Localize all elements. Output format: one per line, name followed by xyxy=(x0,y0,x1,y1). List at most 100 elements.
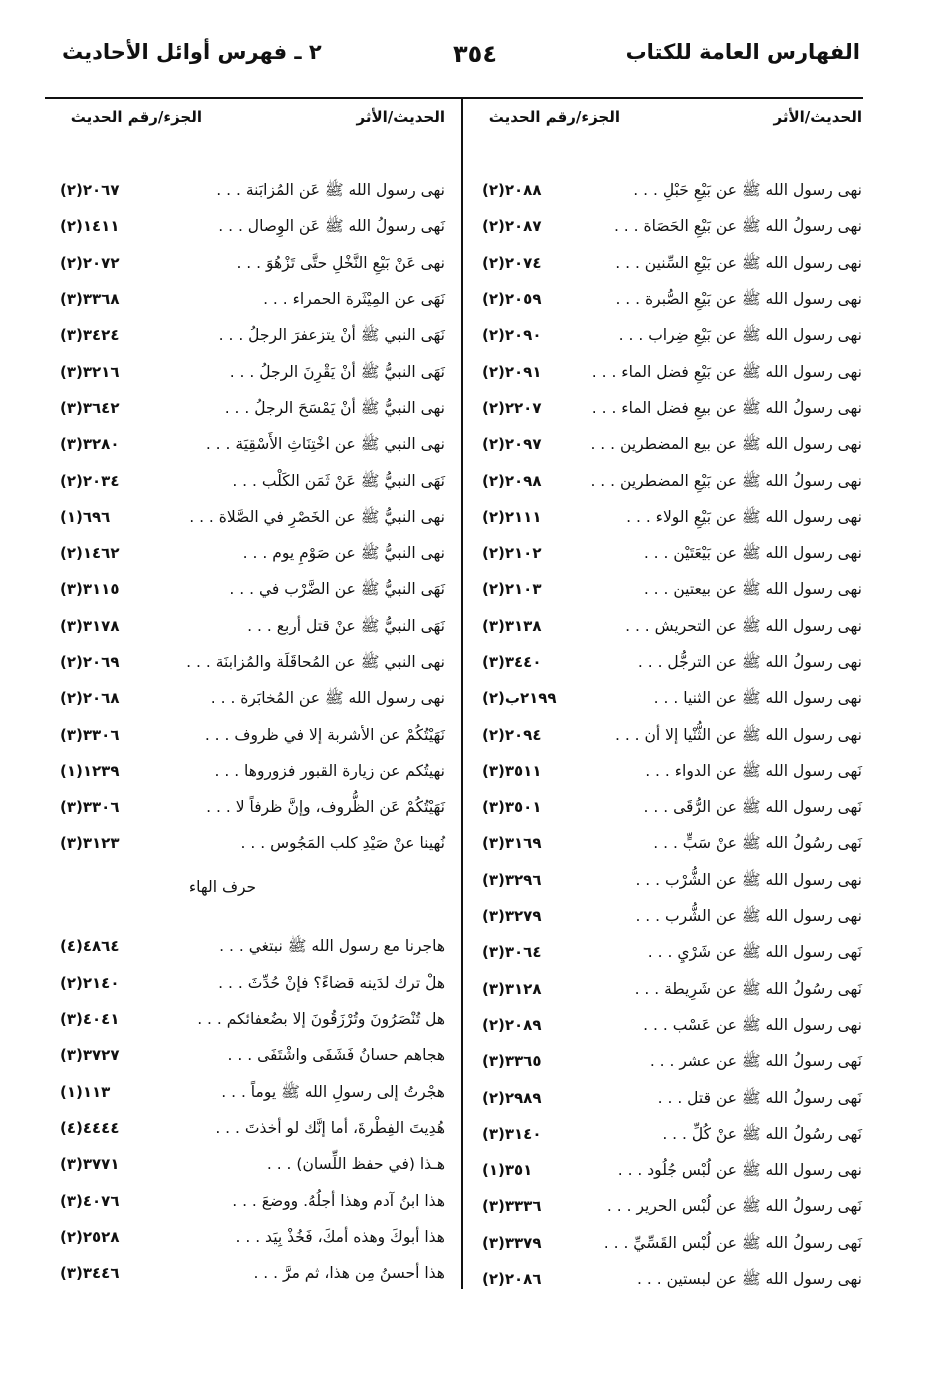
index-entry: نَهَى النبيُّ ﷺ عَنْ ثَمَن الكَلْب . . .… xyxy=(60,462,445,498)
hadith-text: نهى رسول الله ﷺ عن الثنيا . . . xyxy=(653,689,862,708)
hadith-text: نهى رسولُ الله ﷺ عن بَيْعِ الحَصَاة . . … xyxy=(613,217,862,236)
index-entry: هجْرتُ إلى رسولِ الله ﷺ يوماً . . . ١١٣(١… xyxy=(60,1074,445,1110)
right-column: نهى رسول الله ﷺ عن بَيْعِ حَبْلِ . . . ٢٠… xyxy=(482,172,862,1297)
index-entry: نَهَى النبيُّ ﷺ عن الضَّرْب في . . . ٣١١٥… xyxy=(60,571,445,607)
index-entry: نُهينا عنْ صَيْدِ كلب المَجُوس . . . ٣١٢٣… xyxy=(60,825,445,861)
hadith-text: هاجرنا مع رسول الله ﷺ نبتغي . . . xyxy=(219,937,445,956)
index-entry: نهى رسول الله ﷺ عن بَيْعِ ضِراب . . . ٢٠٩… xyxy=(482,317,862,353)
index-entry: نَهى رسولُ الله ﷺ عن قتل . . . ٢٩٨٩(٢) xyxy=(482,1079,862,1115)
index-entry: نهى رسولُ الله ﷺ عن بَيْعِ الحَصَاة . . … xyxy=(482,208,862,244)
volume-hadith-number: ٣١٤٠(٣) xyxy=(482,1124,542,1143)
section-heading: حرف الهاء xyxy=(188,877,257,896)
volume-hadith-number: ٢٠٨٨(٢) xyxy=(482,181,542,200)
volume-hadith-number: ٢٠٩٠(٢) xyxy=(482,326,542,345)
volume-hadith-number: ٣٣٠٦(٣) xyxy=(60,798,120,817)
hadith-text: هذا أبوكَ وهذه أمكَ، فَخُذْ بِيَد . . . xyxy=(235,1227,446,1246)
index-entry: نهى رسول الله ﷺ عن بَيْعِ الولاء . . . ٢١… xyxy=(482,499,862,535)
index-entry: نهى النبي ﷺ عن اخْتِنَاثِ الأَسْقِيَة . … xyxy=(60,426,445,462)
hadith-text: نهى رسولُ الله ﷺ عن الترجُّل . . . xyxy=(637,653,862,671)
volume-hadith-number: ٢٠٩١(٢) xyxy=(482,362,542,381)
index-entry: نهى النبيُّ ﷺ عن صَوْمِ يوم . . . ١٤٦٢(٢) xyxy=(60,535,445,571)
volume-hadith-number: ٣٣٠٦(٣) xyxy=(60,725,120,744)
hadith-text: نَهى رسولُ الله ﷺ عن عشر . . . xyxy=(649,1052,862,1071)
volume-hadith-number: ٢٠٧٤(٢) xyxy=(482,253,542,272)
hadith-text: نَهَى النبيُّ ﷺ عنْ قتل أربع . . . xyxy=(247,616,445,635)
hadith-text: نهى النبيُّ ﷺ أنْ يَمْسَحَ الرجلُ . . . xyxy=(224,398,445,417)
index-entry: نهى رسول الله ﷺ عن بَيْعِ فضل الماء . . … xyxy=(482,353,862,389)
index-entry: نهى النبيُّ ﷺ أنْ يَمْسَحَ الرجلُ . . . ٣… xyxy=(60,390,445,426)
volume-hadith-number: ٢٠٦٩(٢) xyxy=(60,653,120,671)
hadith-text: هل تُنْصَرُونَ وتُرْزَقُونَ إلا بضُعفائك… xyxy=(197,1010,445,1029)
hadith-text: نَهَى النبي ﷺ أنْ يتزعفرَ الرجلُ . . . xyxy=(218,326,445,345)
volume-hadith-number: ٢١٤٠(٢) xyxy=(60,973,120,992)
hadith-text: نُهينا عنْ صَيْدِ كلب المَجُوس . . . xyxy=(240,834,445,853)
index-entry: نَهى رسُولُ الله ﷺ عن شَرِيطة . . . ٣١٢٨(… xyxy=(482,971,862,1007)
header-rule xyxy=(45,97,863,99)
volume-hadith-number: ٢٠٨٦(٢) xyxy=(482,1270,542,1289)
volume-hadith-number: ٢٠٨٩(٢) xyxy=(482,1015,542,1034)
index-entry: نَهى رسولُ الله ﷺ عن عشر . . . ٣٣٦٥(٣) xyxy=(482,1043,862,1079)
hadith-text: نَهى رسول الله ﷺ عن الدواء . . . xyxy=(645,761,862,780)
hadith-text: نهى رسول الله ﷺ عن بَيْعِ فضل الماء . . … xyxy=(591,362,862,381)
hadith-text: نهى عَنْ بَيْعِ النَّخْلِ حتَّى تَزْهُوَ… xyxy=(236,253,445,272)
volume-hadith-number: ٣١٦٩(٣) xyxy=(482,834,542,853)
index-title: ٢ ـ فهرس أوائل الأحاديث xyxy=(62,40,322,64)
volume-hadith-number: ٢٠٩٧(٢) xyxy=(482,435,542,454)
hadith-text: هذا أحسنُ مِن هذا، ثم مرَّ . . . xyxy=(253,1264,445,1283)
hadith-text: نهى رسول الله ﷺ عن بَيْعِ الولاء . . . xyxy=(626,507,862,526)
volume-hadith-number: ٢٠٥٩(٢) xyxy=(482,290,542,309)
volume-hadith-number: ٣١٧٨(٣) xyxy=(60,616,120,635)
volume-hadith-number: ٣١٢٨(٣) xyxy=(482,979,542,998)
index-entry: نهى رسول الله ﷺ عن بَيْعِ السِّنين . . .… xyxy=(482,245,862,281)
page-number: ٣٥٤ xyxy=(453,40,497,68)
hadith-text: نَهَيْتُكُمْ عن الأشربة إلا في ظروف . . … xyxy=(204,725,445,744)
volume-hadith-number: ٣٤٢٤(٣) xyxy=(60,326,120,345)
index-entry: هذا أحسنُ مِن هذا، ثم مرَّ . . . ٣٤٤٦(٣) xyxy=(60,1255,445,1291)
index-entry: نَهَيْتُكُمْ عَن الظُّروف، وإنَّ ظرفاً ل… xyxy=(60,789,445,825)
index-entry: هُدِيتَ الفِطْرةَ، أما إنَّك لو أخذتَ . … xyxy=(60,1110,445,1146)
index-entry: نهى رسولُ الله ﷺ عن بَيْعِ المضطرين . . … xyxy=(482,462,862,498)
volume-hadith-number: ٣٧٢٧(٣) xyxy=(60,1046,120,1065)
index-entry: نهى رسول الله ﷺ عن عَسْب . . . ٢٠٨٩(٢) xyxy=(482,1007,862,1043)
right-col-header-ref: الجزء/رقم الحديث xyxy=(488,108,620,126)
hadith-text: نَهى رسُولُ الله ﷺ عن شَرِيطة . . . xyxy=(634,979,862,998)
volume-hadith-number: ٢٠٦٨(٢) xyxy=(60,689,120,708)
index-entry: نهى رسول الله ﷺ عن لبستين . . . ٢٠٨٦(٢) xyxy=(482,1261,862,1297)
volume-hadith-number: ٤٨٦٤(٤) xyxy=(60,937,120,956)
volume-hadith-number: ٢٩٨٩(٢) xyxy=(482,1088,542,1107)
hadith-text: نَهى رسول الله ﷺ عن شَرْيِ . . . xyxy=(647,943,862,962)
index-entry: نَهى رسولُ الله ﷺ عَن الوِصال . . . ١٤١١(… xyxy=(60,208,445,244)
hadith-text: نَهى رسولُ الله ﷺ عن قتل . . . xyxy=(657,1088,862,1107)
hadith-text: نهى رسول الله ﷺ عَن المُزابَنة . . . xyxy=(216,181,445,200)
hadith-text: نَهى رسُولُ الله ﷺ عنْ كُلِّ . . . xyxy=(662,1124,862,1143)
hadith-text: نهى رسول الله ﷺ عن الشُّرب . . . xyxy=(635,907,862,926)
book-section-title: الفهارس العامة للكتاب xyxy=(625,40,860,64)
index-entry: نهى رسول الله ﷺ عن بَيْعَتَيْن . . . ٢١٠٢… xyxy=(482,535,862,571)
index-entry: نهى رسول الله ﷺ عن لُبْس جُلُود . . . ٣٥١… xyxy=(482,1152,862,1188)
hadith-text: نهى رسول الله ﷺ عن لبستين . . . xyxy=(637,1270,862,1289)
right-col-header-hadith: الحديث/الأثر xyxy=(773,108,862,126)
volume-hadith-number: ١٢٣٩(١) xyxy=(60,761,120,780)
index-entry: هـذا (في حفظ اللِّسان) . . . ٣٧٧١(٣) xyxy=(60,1146,445,1182)
index-entry: نَهى رسولُ الله ﷺ عن لُبْس الحرير . . . ٣… xyxy=(482,1188,862,1224)
hadith-text: هجْرتُ إلى رسولِ الله ﷺ يوماً . . . xyxy=(221,1082,445,1101)
volume-hadith-number: ٣٥١(١) xyxy=(482,1161,533,1180)
index-entry: نهى رسول الله ﷺ عن بَيْعِ الصُّبرة . . .… xyxy=(482,281,862,317)
volume-hadith-number: ٢٠٧٢(٢) xyxy=(60,253,120,272)
index-entry: نَهى رسول الله ﷺ عن الرُّقَى . . . ٣٥٠١(٣… xyxy=(482,789,862,825)
index-entry: نَهى رسولُ الله ﷺ عن لُبْس القَسِّيِّ . … xyxy=(482,1225,862,1261)
volume-hadith-number: ٣٣٦٥(٣) xyxy=(482,1052,542,1071)
left-column: نهى رسول الله ﷺ عَن المُزابَنة . . . ٢٠٦٧… xyxy=(60,172,445,1291)
hadith-text: نهى رسول الله ﷺ عن بَيْعِ الصُّبرة . . . xyxy=(615,290,862,309)
volume-hadith-number: ١١٣(١) xyxy=(60,1082,111,1101)
index-entry: هذا ابنُ آدم وهذا أجلُهُ. ووضعَ . . . ٤٠٧… xyxy=(60,1182,445,1218)
index-entry: هل تُنْصَرُونَ وتُرْزَقُونَ إلا بضُعفائك… xyxy=(60,1001,445,1037)
hadith-text: نَهَى النبيُّ ﷺ أنْ يَقْرِنَ الرجلُ . . … xyxy=(229,362,445,381)
index-entry: نَهَى النبي ﷺ أنْ يتزعفرَ الرجلُ . . . ٣٤… xyxy=(60,317,445,353)
index-entry: نَهَى النبيُّ ﷺ عنْ قتل أربع . . . ٣١٧٨(٣… xyxy=(60,608,445,644)
volume-hadith-number: ٣١٣٨(٣) xyxy=(482,616,542,635)
index-entry: نهيتُكم عن زيارة القبور فزوروها . . . ١٢٣… xyxy=(60,753,445,789)
index-entry: هاجرنا مع رسول الله ﷺ نبتغي . . . ٤٨٦٤(٤) xyxy=(60,928,445,964)
volume-hadith-number: ٣١٢٣(٣) xyxy=(60,834,120,853)
volume-hadith-number: ٢٠٩٤(٢) xyxy=(482,725,542,744)
